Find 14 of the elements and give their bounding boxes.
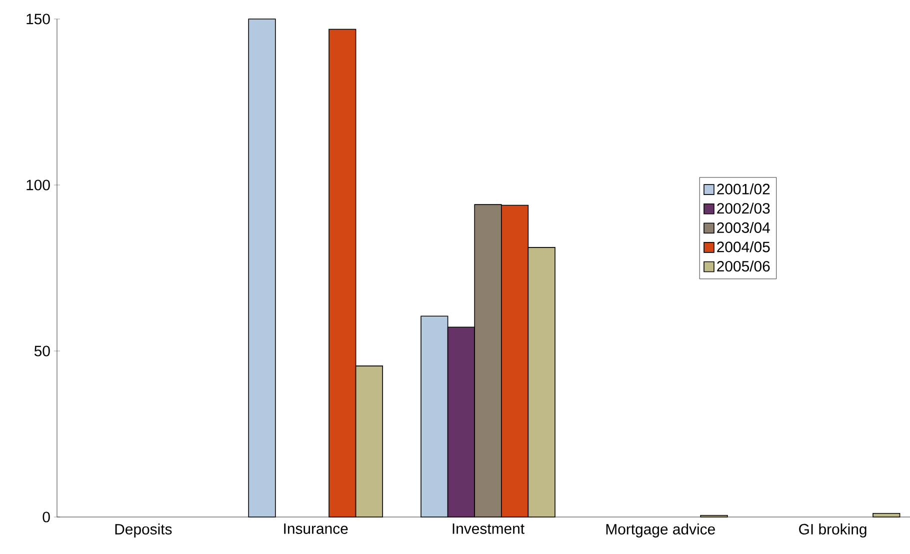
legend-label: 2001/02 [717,183,770,194]
x-tick-label: Insurance [284,524,348,534]
legend-label: 2003/04 [717,222,770,233]
legend-label: 2005/06 [717,260,770,272]
x-tick-label: Investment [452,524,524,534]
x-tick-label: Deposits [115,524,172,538]
x-tick-label: GI broking [799,524,866,538]
y-tick-label: 50 [34,346,50,356]
legend-label: 2004/05 [717,241,770,252]
legend-label: 2002/03 [717,202,770,214]
y-tick-label: 150 [26,14,50,24]
x-tick-label: Mortgage advice [606,524,715,538]
y-tick-label: 100 [26,180,50,190]
y-tick-label: 0 [42,512,50,522]
